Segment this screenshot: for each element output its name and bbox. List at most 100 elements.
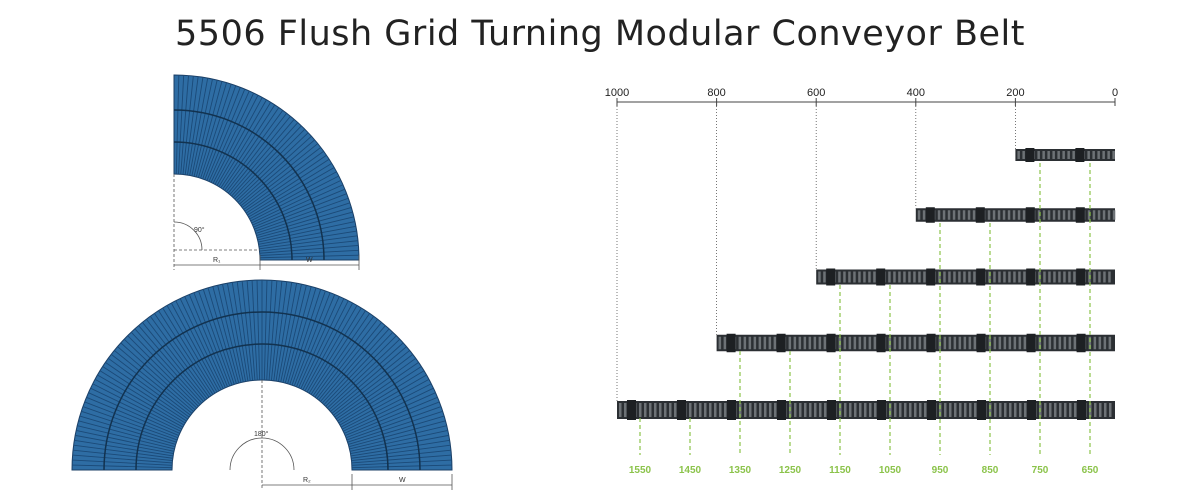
belt-rib — [316, 318, 379, 399]
belt-link — [1108, 336, 1112, 350]
belt-module — [927, 400, 936, 420]
belt-link — [1092, 151, 1095, 159]
belt-link — [843, 336, 847, 350]
belt-rib — [256, 211, 353, 239]
belt-rib — [236, 281, 251, 381]
belt-link — [718, 336, 722, 350]
belt-rib — [102, 366, 187, 422]
belt-rib — [216, 99, 267, 186]
belt-rib — [334, 357, 416, 418]
belt-rib — [296, 294, 336, 388]
belt-link — [997, 210, 1001, 220]
belt-rib — [108, 357, 190, 418]
belt-link — [819, 403, 822, 417]
belt-rib — [212, 286, 240, 384]
belt-rib — [179, 298, 224, 389]
belt-rib — [97, 374, 185, 426]
belt-link — [818, 271, 821, 283]
belt-rib — [243, 150, 324, 210]
belt-link — [659, 403, 662, 417]
belt-rib — [268, 280, 278, 381]
belt-link — [743, 336, 747, 350]
belt-link — [1013, 271, 1016, 283]
belt-rib — [298, 296, 340, 388]
belt-module — [777, 400, 786, 420]
belt-module — [926, 333, 936, 353]
belt-rib — [344, 396, 438, 436]
top-scale-label: 400 — [907, 87, 925, 99]
belt-link — [917, 210, 921, 220]
belt-rib — [222, 107, 280, 190]
belt-rib — [270, 280, 283, 381]
bottom-scale: 1550 1450 1350 1250 1150 1050 950 850 750 650 — [629, 465, 1099, 476]
belt-rib — [248, 167, 335, 218]
belt-rib — [207, 287, 237, 384]
top-scale-label: 800 — [707, 87, 725, 99]
belt-rib — [117, 346, 194, 412]
belt-link — [868, 336, 872, 350]
belt-link — [1072, 151, 1075, 159]
belt-module — [925, 207, 935, 223]
top-scale-label: 200 — [1006, 87, 1024, 99]
belt-rib — [263, 280, 268, 381]
belt-link — [1072, 210, 1076, 220]
bottom-scale-label: 1350 — [729, 465, 752, 476]
belt-link — [1062, 151, 1065, 159]
belt-link — [738, 336, 742, 350]
belt-link — [1107, 151, 1110, 159]
belt-link — [1023, 271, 1026, 283]
belt-link — [1102, 210, 1106, 220]
belt-rib — [193, 80, 218, 177]
belt-link — [1112, 210, 1116, 220]
belt-rib — [158, 310, 214, 395]
belt-rib — [189, 78, 209, 176]
belt-link — [987, 210, 991, 220]
belt-rib — [175, 300, 222, 391]
belt-rib — [220, 104, 276, 189]
belt-link — [1009, 403, 1012, 417]
belt-rib — [72, 459, 173, 466]
belt-link — [763, 336, 767, 350]
belt-link — [939, 403, 942, 417]
belt-module — [976, 333, 986, 353]
belt-link — [1073, 336, 1077, 350]
half-belt-ribs — [72, 280, 452, 469]
belt-link — [938, 271, 941, 283]
belt-rib — [204, 87, 241, 180]
belt-link — [1059, 403, 1062, 417]
belt-link — [759, 403, 762, 417]
belt-link — [1063, 271, 1066, 283]
belt-module — [876, 268, 886, 286]
bottom-scale-label: 750 — [1032, 465, 1049, 476]
belt-link — [1052, 210, 1056, 220]
belt-link — [839, 403, 842, 417]
belt-rib — [110, 353, 191, 416]
belt-rib — [350, 434, 449, 455]
belt-link — [973, 336, 977, 350]
belt-module — [826, 268, 836, 286]
belt-link — [1054, 403, 1057, 417]
belt-rib — [82, 406, 178, 441]
belt-link — [768, 336, 772, 350]
belt-link — [654, 403, 657, 417]
belt-link — [922, 210, 926, 220]
belt-rib — [346, 406, 442, 441]
bottom-scale-label: 1550 — [629, 465, 652, 476]
belt-link — [1098, 336, 1102, 350]
belt-link — [864, 403, 867, 417]
belt-module — [1027, 400, 1036, 420]
belt-link — [794, 403, 797, 417]
belt-link — [918, 271, 921, 283]
belt-rib — [212, 94, 259, 184]
belt-rib — [257, 216, 354, 241]
belt-module — [627, 400, 636, 420]
belt-link — [942, 210, 946, 220]
belt-rib — [300, 298, 345, 389]
belt-link — [799, 403, 802, 417]
belt-link — [998, 336, 1002, 350]
bottom-scale-label: 850 — [982, 465, 999, 476]
belt-rib — [77, 425, 175, 450]
belt-rib — [184, 76, 199, 175]
belt-rib — [145, 318, 208, 399]
